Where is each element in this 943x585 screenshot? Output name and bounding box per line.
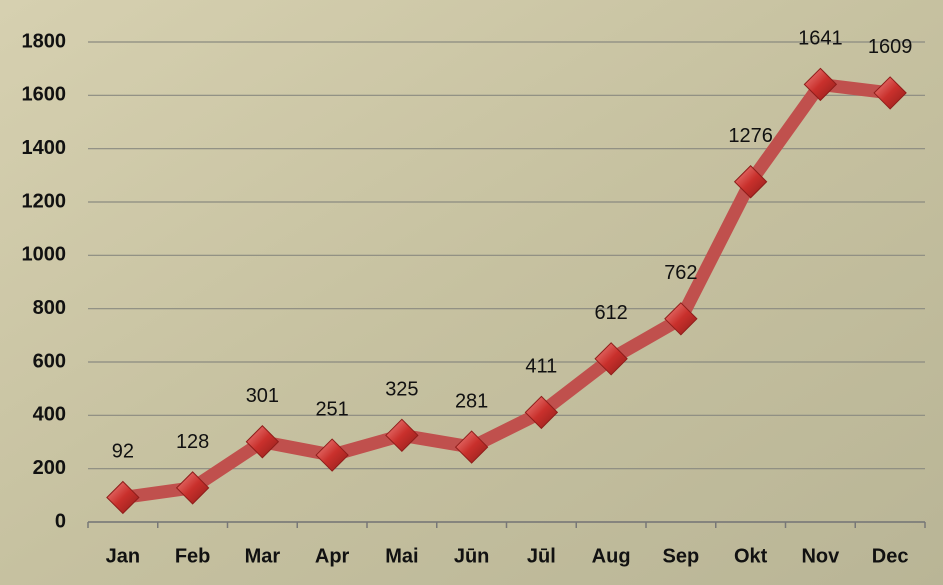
data-label: 1276 [728, 125, 773, 147]
y-tick-label: 0 [55, 510, 66, 532]
x-tick-label: Okt [734, 545, 768, 567]
x-tick-label: Jan [106, 545, 140, 567]
y-tick-label: 600 [33, 350, 66, 372]
data-label: 1641 [798, 28, 843, 50]
y-tick-label: 1000 [22, 244, 67, 266]
x-tick-label: Dec [872, 545, 909, 567]
marker [594, 342, 628, 376]
y-tick-label: 1800 [22, 30, 67, 52]
x-tick-label: Sep [663, 545, 700, 567]
marker [733, 165, 768, 199]
marker [106, 480, 140, 515]
data-label: 281 [455, 390, 488, 412]
y-tick-label: 1600 [22, 84, 67, 106]
x-tick-label: Feb [175, 545, 211, 567]
x-tick-label: Aug [592, 545, 631, 567]
marker [385, 418, 419, 453]
data-label: 251 [315, 398, 348, 420]
y-tick-label: 400 [33, 404, 66, 426]
data-label: 301 [246, 385, 279, 407]
y-tick-label: 1400 [22, 137, 67, 159]
line [116, 77, 897, 504]
x-tick-label: Nov [801, 545, 840, 567]
y-tick-label: 800 [33, 297, 66, 319]
data-label: 325 [385, 379, 418, 401]
marker [664, 302, 698, 336]
data-label: 411 [525, 356, 557, 378]
marker [245, 425, 280, 459]
x-tick-label: Jūl [527, 545, 556, 567]
marker [454, 430, 489, 464]
x-tick-label: Mar [245, 545, 281, 567]
y-tick-label: 1200 [22, 190, 67, 212]
data-label: 612 [594, 302, 627, 324]
marker [315, 438, 349, 472]
y-tick-label: 200 [33, 457, 66, 479]
marker [524, 395, 559, 430]
x-tick-label: Apr [315, 545, 350, 567]
data-label: 128 [176, 431, 209, 453]
marker [803, 67, 838, 102]
x-tick-label: Jūn [454, 545, 490, 567]
data-label: 762 [664, 262, 697, 284]
data-label: 92 [112, 441, 134, 463]
marker [873, 76, 907, 110]
x-tick-label: Mai [385, 545, 418, 567]
marker [175, 471, 210, 505]
data-label: 1609 [868, 36, 913, 58]
